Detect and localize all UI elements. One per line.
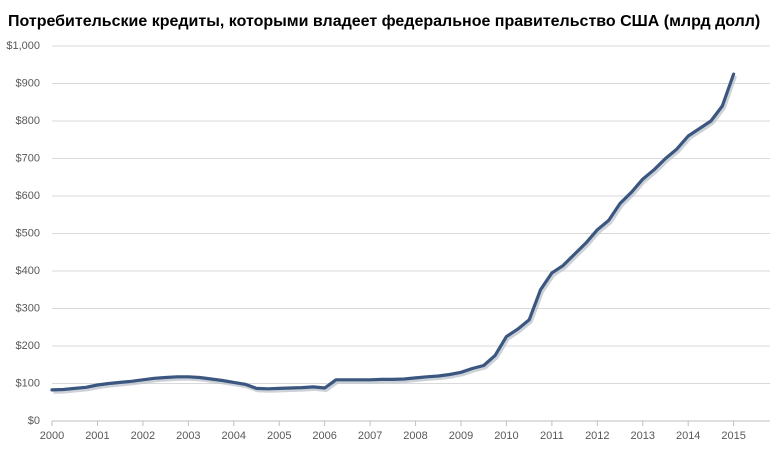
x-tick-label: 2005 <box>267 430 291 442</box>
y-tick-label: $800 <box>16 115 40 127</box>
x-tick-label: 2015 <box>721 430 745 442</box>
y-tick-label: $1,000 <box>6 40 40 52</box>
y-tick-label: $0 <box>28 415 40 427</box>
y-tick-label: $400 <box>16 265 40 277</box>
x-tick-label: 2012 <box>585 430 609 442</box>
x-tick-label: 2000 <box>40 430 64 442</box>
x-tick-label: 2009 <box>449 430 473 442</box>
y-tick-label: $600 <box>16 190 40 202</box>
line <box>50 72 736 392</box>
x-tick-label: 2004 <box>222 430 246 442</box>
x-tick-label: 2006 <box>312 430 336 442</box>
y-tick-label: $700 <box>16 152 40 164</box>
x-tick-label: 2011 <box>540 430 564 442</box>
x-tick-label: 2008 <box>403 430 427 442</box>
y-tick-label: $900 <box>16 77 40 89</box>
y-tick-label: $100 <box>16 377 40 389</box>
x-tick-label: 2013 <box>631 430 655 442</box>
chart-title: Потребительские кредиты, которыми владее… <box>8 13 760 30</box>
y-tick-label: $500 <box>16 227 40 239</box>
x-tick-label: 2010 <box>494 430 518 442</box>
x-tick-label: 2014 <box>676 430 700 442</box>
x-tick-label: 2007 <box>358 430 382 442</box>
x-tick-label: 2003 <box>176 430 200 442</box>
line-shadow <box>53 75 737 394</box>
y-tick-label: $200 <box>16 340 40 352</box>
y-tick-label: $300 <box>16 302 40 314</box>
x-tick-label: 2001 <box>85 430 109 442</box>
x-tick-label: 2002 <box>131 430 155 442</box>
